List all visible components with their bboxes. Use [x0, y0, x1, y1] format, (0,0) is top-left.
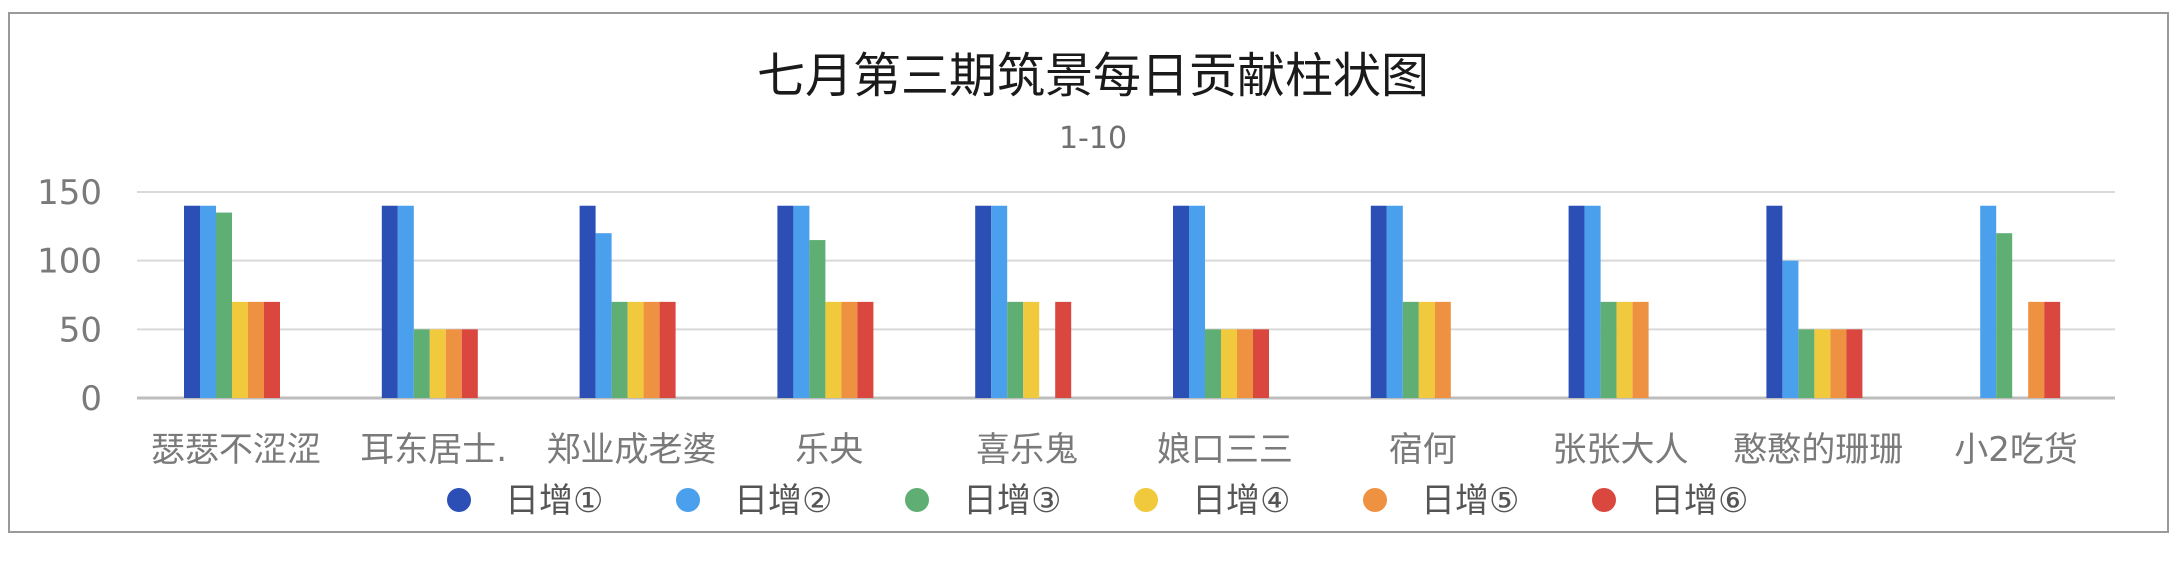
bar — [1205, 329, 1221, 398]
bar — [991, 205, 1008, 398]
legend-marker — [1363, 488, 1387, 512]
bar — [1402, 301, 1419, 398]
bar — [1568, 205, 1585, 398]
bar — [777, 205, 794, 398]
bar — [1798, 329, 1815, 398]
legend-marker — [1592, 488, 1616, 512]
bar — [643, 301, 660, 398]
legend-label: 日增① — [505, 481, 603, 521]
legend-label: 日增⑥ — [1650, 481, 1748, 521]
bar — [1253, 329, 1269, 398]
bar — [1007, 301, 1024, 398]
bar — [975, 205, 992, 398]
x-axis-categories: 瑟瑟不涩涩 耳东居士. 郑业成老婆 乐央 喜乐鬼 娘口三三 宿何 张张大人 憨憨的珊珊 小2吃货 — [151, 430, 2078, 470]
bar — [1996, 233, 2013, 398]
bar — [809, 240, 826, 398]
bar — [1600, 301, 1617, 398]
bar — [1830, 329, 1847, 398]
bar — [1434, 301, 1451, 398]
bar — [2044, 301, 2061, 398]
bar — [1632, 301, 1649, 398]
bar — [248, 301, 264, 398]
legend-marker — [447, 488, 471, 512]
y-tick-label: 100 — [37, 242, 102, 282]
x-category-label: 瑟瑟不涩涩 — [151, 430, 321, 470]
bar — [1221, 329, 1237, 398]
bar — [1173, 205, 1189, 398]
legend-marker — [905, 488, 929, 512]
bar — [397, 205, 414, 398]
chart-title: 七月第三期筑景每日贡献柱状图 — [757, 48, 1429, 104]
bar — [857, 301, 874, 398]
x-category-label: 宿何 — [1389, 430, 1457, 470]
bar — [825, 301, 842, 398]
bar — [1023, 301, 1040, 398]
bar — [1814, 329, 1831, 398]
y-tick-label: 50 — [59, 310, 102, 350]
bar — [1782, 260, 1799, 398]
bar — [841, 301, 858, 398]
bar — [1980, 205, 1997, 398]
bar — [1370, 205, 1387, 398]
bar — [1616, 301, 1633, 398]
bar — [793, 205, 810, 398]
y-axis-ticks: 0 50 100 150 — [37, 173, 102, 419]
bar — [184, 205, 200, 398]
x-category-label: 乐央 — [795, 430, 863, 470]
bars — [184, 205, 2061, 398]
x-category-label: 张张大人 — [1553, 430, 1689, 470]
bar — [445, 329, 462, 398]
x-category-label: 憨憨的珊珊 — [1733, 430, 1903, 470]
x-category-label: 小2吃货 — [1954, 430, 2078, 470]
chart-subtitle: 1-10 — [1059, 121, 1127, 156]
x-category-label: 娘口三三 — [1157, 430, 1293, 470]
bar — [659, 301, 676, 398]
bar-chart: 七月第三期筑景每日贡献柱状图 1-10 0 50 100 150 瑟瑟不涩涩 耳东居士.… — [37, 48, 2115, 521]
bar — [611, 301, 628, 398]
legend: 日增① 日增② 日增③ 日增④ 日增⑤ 日增⑥ — [447, 481, 1748, 521]
bar — [1846, 329, 1863, 398]
bar — [216, 212, 232, 398]
legend-marker — [1134, 488, 1158, 512]
legend-marker — [676, 488, 700, 512]
bar — [232, 301, 248, 398]
bar — [1418, 301, 1435, 398]
bar — [579, 205, 596, 398]
legend-label: 日增⑤ — [1421, 481, 1519, 521]
y-tick-label: 0 — [80, 379, 102, 419]
bar — [461, 329, 478, 398]
bar — [429, 329, 446, 398]
bar — [264, 301, 280, 398]
x-category-label: 郑业成老婆 — [547, 430, 717, 470]
bar — [1584, 205, 1601, 398]
bar — [1386, 205, 1403, 398]
bar — [1766, 205, 1783, 398]
x-category-label: 耳东居士. — [360, 430, 507, 470]
legend-label: 日增② — [734, 481, 832, 521]
bar — [2028, 301, 2045, 398]
bar — [200, 205, 216, 398]
bar — [1055, 301, 1072, 398]
x-category-label: 喜乐鬼 — [976, 430, 1078, 470]
bar — [1237, 329, 1253, 398]
bar — [381, 205, 398, 398]
bar — [595, 233, 612, 398]
legend-label: 日增③ — [963, 481, 1061, 521]
bar — [627, 301, 644, 398]
chart-frame: 七月第三期筑景每日贡献柱状图 1-10 0 50 100 150 瑟瑟不涩涩 耳东居士.… — [8, 12, 2169, 533]
y-tick-label: 150 — [37, 173, 102, 213]
bar — [413, 329, 430, 398]
bar — [1189, 205, 1205, 398]
legend-label: 日增④ — [1192, 481, 1290, 521]
